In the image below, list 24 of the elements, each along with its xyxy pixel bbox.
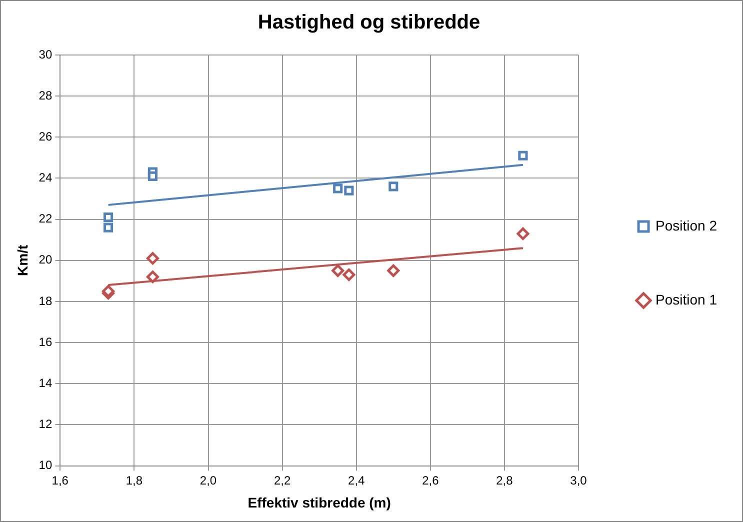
legend-label: Position 2 (656, 217, 718, 234)
chart-title: Hastighed og stibredde (258, 12, 480, 34)
x-tick-label: 2,2 (274, 473, 291, 488)
x-tick-label: 2,6 (422, 473, 440, 488)
y-tick-label: 28 (38, 88, 52, 102)
legend-label: Position 1 (656, 291, 718, 308)
y-tick-label: 12 (38, 417, 52, 432)
y-tick-label: 18 (38, 294, 52, 308)
y-tick-label: 26 (38, 129, 52, 144)
y-tick-label: 22 (38, 212, 52, 226)
y-tick-label: 24 (38, 170, 52, 185)
x-tick-label: 2,0 (200, 473, 217, 488)
x-axis-title: Effektiv stibredde (m) (248, 494, 391, 510)
y-tick-label: 16 (38, 334, 52, 349)
x-tick-label: 2,8 (496, 473, 514, 488)
y-axis-title: Km/t (14, 244, 30, 276)
y-tick-label: 30 (38, 47, 52, 62)
x-tick-label: 1,8 (126, 473, 143, 488)
y-tick-label: 20 (38, 252, 52, 267)
x-tick-label: 1,6 (52, 473, 69, 488)
y-tick-label: 14 (38, 376, 52, 390)
y-tick-label: 10 (38, 458, 52, 472)
x-tick-label: 3,0 (570, 473, 588, 488)
x-tick-label: 2,4 (348, 473, 366, 488)
